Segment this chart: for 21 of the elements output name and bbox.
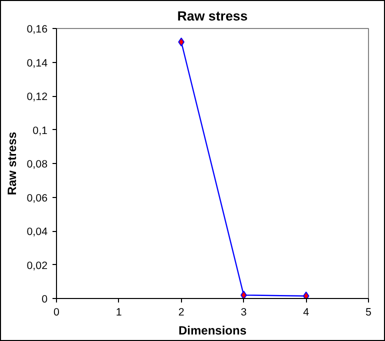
x-tick-label: 3 — [240, 306, 247, 318]
y-tick-label: 0,16 — [26, 24, 48, 36]
x-tick-label: 1 — [116, 306, 122, 318]
y-tick-label: 0,06 — [26, 192, 48, 204]
y-tick-label: 0,12 — [26, 91, 48, 103]
point — [178, 38, 184, 46]
y-tick-label: 0,02 — [26, 260, 48, 272]
y-tick-label: 0,04 — [26, 226, 48, 238]
chart-title: Raw stress — [177, 8, 248, 24]
point — [302, 291, 310, 298]
point — [240, 290, 247, 298]
y-tick-label: 0,08 — [26, 158, 48, 170]
x-tick-label: 2 — [178, 306, 184, 318]
y-tick-label: 0 — [42, 294, 48, 306]
x-axis-title: Dimensions — [178, 324, 247, 338]
y-tick-label: 0,14 — [26, 57, 48, 70]
x-tick-label: 0 — [54, 306, 60, 318]
x-tick-label: 5 — [366, 306, 372, 318]
x-tick-label: 4 — [303, 306, 310, 318]
y-tick-label: 0,1 — [32, 124, 48, 137]
y-axis-title: Raw stress — [4, 131, 19, 196]
